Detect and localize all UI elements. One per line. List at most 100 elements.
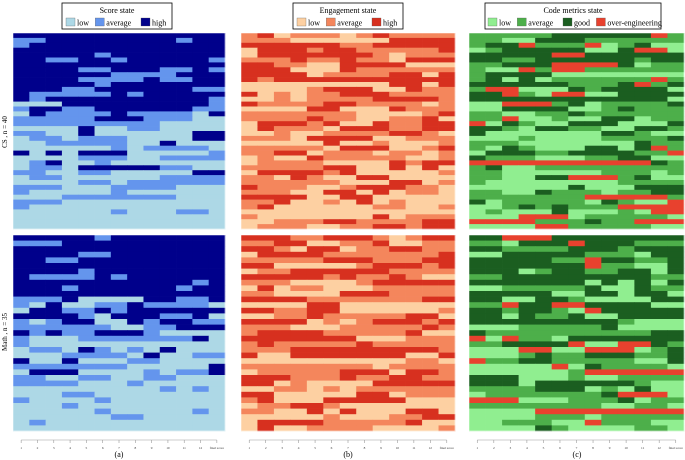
heat-cell-b-cs bbox=[306, 52, 324, 58]
heat-cell-a-cs bbox=[143, 150, 161, 156]
heat-cell-a-math bbox=[159, 391, 177, 398]
heat-cell-b-cs bbox=[389, 121, 406, 127]
heat-cell-b-cs bbox=[339, 67, 357, 73]
heat-cell-a-cs bbox=[78, 165, 95, 171]
heat-cell-c-cs bbox=[634, 189, 652, 196]
heat-cell-c-cs bbox=[568, 165, 586, 171]
heat-cell-a-cs bbox=[29, 106, 46, 112]
heat-cell-a-math bbox=[127, 313, 144, 320]
heat-cell-a-math bbox=[176, 358, 193, 365]
heat-cell-c-cs bbox=[535, 170, 553, 176]
heat-cell-c-math bbox=[518, 235, 536, 241]
heat-cell-a-cs bbox=[208, 189, 226, 196]
heat-cell-c-math bbox=[584, 246, 602, 253]
heat-cell-b-math bbox=[372, 352, 390, 359]
heat-cell-c-cs bbox=[584, 209, 602, 215]
heat-cell-c-cs bbox=[650, 82, 668, 88]
heat-cell-a-cs bbox=[143, 82, 161, 88]
heat-cell-b-math bbox=[306, 425, 324, 432]
heat-cell-c-math bbox=[568, 419, 586, 426]
heat-cell-b-cs bbox=[356, 131, 374, 137]
heat-cell-c-math bbox=[485, 235, 503, 241]
heat-cell-a-math bbox=[61, 330, 79, 337]
heat-cell-b-math bbox=[438, 268, 456, 275]
heat-cell-c-math bbox=[568, 274, 586, 281]
heat-cell-c-cs bbox=[469, 140, 486, 147]
heat-cell-c-math bbox=[617, 347, 635, 353]
heat-cell-c-cs bbox=[617, 57, 635, 63]
heat-cell-b-cs bbox=[422, 184, 439, 191]
heat-cell-c-math bbox=[568, 302, 586, 309]
heat-cell-a-math bbox=[208, 257, 226, 264]
x-tick-label: 4 bbox=[69, 446, 71, 450]
heat-cell-b-math bbox=[339, 358, 357, 365]
heat-cell-b-cs bbox=[339, 86, 357, 93]
heat-cell-c-cs bbox=[617, 101, 635, 107]
heat-cell-b-cs bbox=[356, 155, 374, 161]
heat-cell-b-cs bbox=[339, 131, 357, 137]
heat-cell-c-math bbox=[485, 291, 503, 297]
heat-cell-a-math bbox=[110, 380, 128, 387]
heat-cell-a-cs bbox=[78, 131, 95, 137]
heat-cell-b-math bbox=[438, 419, 456, 426]
heat-cell-c-math bbox=[617, 274, 635, 281]
heat-cell-c-math bbox=[485, 414, 503, 421]
heat-cell-c-cs bbox=[469, 86, 486, 93]
heat-cell-a-cs bbox=[192, 219, 210, 225]
heat-cell-b-cs bbox=[438, 96, 456, 102]
heat-cell-b-cs bbox=[273, 52, 291, 58]
heat-cell-b-math bbox=[405, 296, 423, 303]
heat-cell-a-cs bbox=[45, 116, 63, 122]
heat-cell-c-math bbox=[568, 363, 586, 370]
heat-cell-b-math bbox=[257, 285, 275, 292]
heat-cell-b-math bbox=[339, 291, 357, 297]
heat-cell-b-cs bbox=[438, 82, 456, 88]
heat-cell-c-cs bbox=[535, 121, 553, 127]
heat-cell-a-cs bbox=[61, 180, 79, 186]
heat-cell-a-cs bbox=[176, 131, 193, 137]
heat-cell-c-cs bbox=[617, 194, 635, 200]
heat-cell-c-cs bbox=[502, 184, 519, 191]
heat-cell-a-cs bbox=[78, 91, 95, 98]
heat-cell-b-cs bbox=[372, 204, 390, 210]
heat-cell-c-math bbox=[650, 251, 668, 258]
heat-cell-a-cs bbox=[78, 204, 95, 210]
heat-cell-c-cs bbox=[568, 52, 586, 58]
heat-cell-c-cs bbox=[617, 86, 635, 93]
heat-cell-a-cs bbox=[192, 194, 210, 200]
heat-cell-b-math bbox=[323, 425, 341, 432]
heat-cell-c-math bbox=[469, 246, 486, 253]
heat-cell-b-cs bbox=[290, 47, 308, 53]
heat-cell-a-cs bbox=[208, 140, 226, 147]
heat-cell-c-math bbox=[584, 324, 602, 331]
heat-cell-c-math bbox=[650, 285, 668, 292]
heat-cell-c-cs bbox=[518, 165, 536, 171]
heat-cell-c-cs bbox=[469, 77, 486, 83]
heat-cell-b-math bbox=[306, 307, 324, 314]
heat-cell-b-cs bbox=[306, 131, 324, 137]
heat-cell-b-cs bbox=[273, 131, 291, 137]
heat-cell-b-math bbox=[438, 403, 456, 409]
heat-cell-c-cs bbox=[634, 180, 652, 186]
heat-cell-c-cs bbox=[535, 106, 553, 112]
heat-cell-b-cs bbox=[339, 33, 357, 39]
heat-cell-b-cs bbox=[290, 52, 308, 58]
heat-cell-a-cs bbox=[176, 170, 193, 176]
heat-cell-c-cs bbox=[502, 219, 519, 225]
heat-cell-c-cs bbox=[667, 180, 685, 186]
heat-cell-a-cs bbox=[94, 67, 112, 73]
heat-cell-c-cs bbox=[634, 62, 652, 68]
heat-cell-b-math bbox=[405, 414, 423, 421]
heat-cell-a-cs bbox=[94, 33, 112, 39]
heat-cell-c-math bbox=[667, 403, 685, 409]
heat-cell-c-math bbox=[568, 414, 586, 421]
heat-cell-c-cs bbox=[601, 199, 619, 205]
heat-cell-c-cs bbox=[568, 111, 586, 117]
heat-cell-c-math bbox=[502, 268, 519, 275]
heat-cell-a-cs bbox=[143, 214, 161, 220]
legend-swatch-b-0 bbox=[296, 17, 307, 27]
heat-cell-a-math bbox=[192, 291, 210, 297]
heat-cell-c-cs bbox=[502, 72, 519, 78]
heat-cell-c-cs bbox=[634, 184, 652, 191]
heat-cell-a-cs bbox=[192, 199, 210, 205]
